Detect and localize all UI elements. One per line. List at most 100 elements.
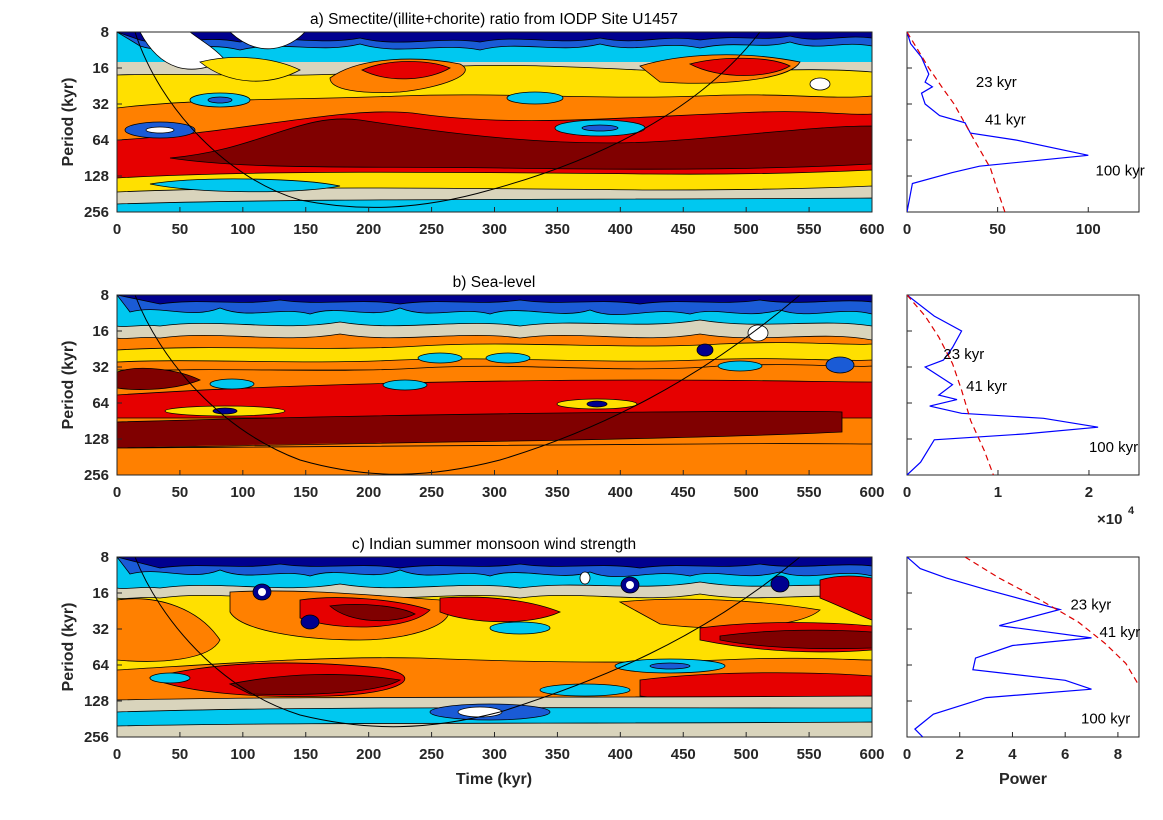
- panel-b-ylabel: Period (kyr): [60, 341, 77, 430]
- wavelet-c-xtick-label: 0: [113, 746, 121, 763]
- power-a-red-noise-line: [907, 32, 1006, 212]
- power-c-xtick-label: 4: [1008, 746, 1017, 763]
- panel-a-title: a) Smectite/(illite+chorite) ratio from …: [310, 11, 678, 28]
- x-axis-label: Time (kyr): [456, 771, 532, 788]
- panel-c-ylabel: Period (kyr): [60, 603, 77, 692]
- power-c-spectrum-line: [907, 557, 1092, 737]
- wavelet-c-xtick-label: 600: [859, 746, 884, 763]
- wavelet-c-ytick-label: 64: [92, 657, 109, 674]
- wavelet-c-xtick-label: 50: [172, 746, 189, 763]
- power-b-red-noise-line: [907, 295, 994, 475]
- wavelet-c-xtick-label: 300: [482, 746, 507, 763]
- power-b-xtick-label: 0: [903, 484, 911, 501]
- wavelet-a-xtick-label: 400: [608, 221, 633, 238]
- wavelet-b-xtick-label: 0: [113, 484, 121, 501]
- power-a-peak-label: 41 kyr: [985, 111, 1026, 128]
- wavelet-b-ytick-label: 64: [92, 395, 109, 412]
- wavelet-c-ytick-label: 256: [84, 729, 109, 746]
- power-b-spectrum-line: [907, 295, 1099, 475]
- wavelet-a-contours: [117, 32, 872, 212]
- panel-c-title: c) Indian summer monsoon wind strength: [352, 536, 636, 553]
- power-b-xtick-label: 1: [994, 484, 1002, 501]
- wavelet-c-xtick-label: 100: [230, 746, 255, 763]
- wavelet-a-ytick-label: 128: [84, 168, 109, 185]
- wavelet-b-contours: [117, 295, 872, 475]
- wavelet-a-xtick-label: 100: [230, 221, 255, 238]
- wavelet-b-xtick-label: 300: [482, 484, 507, 501]
- wavelet-a-xtick-label: 550: [797, 221, 822, 238]
- power-a-xtick-label: 50: [989, 221, 1006, 238]
- power-b-peak-label: 41 kyr: [966, 378, 1007, 395]
- wavelet-c-xtick-label: 550: [797, 746, 822, 763]
- power-b-peak-label: 100 kyr: [1089, 439, 1138, 456]
- wavelet-a-ytick-label: 32: [92, 96, 109, 113]
- wavelet-b-xtick-label: 500: [734, 484, 759, 501]
- wavelet-a-xtick-label: 50: [172, 221, 189, 238]
- wavelet-b-xtick-label: 550: [797, 484, 822, 501]
- wavelet-c-xtick-label: 150: [293, 746, 318, 763]
- wavelet-c-xtick-label: 250: [419, 746, 444, 763]
- wavelet-a-ytick-label: 16: [92, 60, 109, 77]
- wavelet-a-xtick-label: 500: [734, 221, 759, 238]
- exponent-label: ×10: [1097, 511, 1122, 528]
- wavelet-a-xtick-label: 300: [482, 221, 507, 238]
- wavelet-a-xtick-label: 0: [113, 221, 121, 238]
- exponent-power: 4: [1128, 505, 1135, 517]
- wavelet-c-xtick-label: 400: [608, 746, 633, 763]
- wavelet-b-ytick-label: 8: [101, 287, 109, 304]
- wavelet-a-xtick-label: 350: [545, 221, 570, 238]
- wavelet-a-xtick-label: 200: [356, 221, 381, 238]
- power-c-xtick-label: 0: [903, 746, 911, 763]
- wavelet-a-xtick-label: 150: [293, 221, 318, 238]
- wavelet-b-ytick-label: 128: [84, 431, 109, 448]
- wavelet-b-xtick-label: 50: [172, 484, 189, 501]
- power-b-peak-label: 23 kyr: [943, 346, 984, 363]
- power-panel-a: [906, 31, 1140, 213]
- wavelet-b-xtick-label: 250: [419, 484, 444, 501]
- panel-b-title: b) Sea-level: [453, 274, 536, 291]
- power-axis-label: Power: [999, 771, 1047, 788]
- panel-a-ylabel: Period (kyr): [60, 78, 77, 167]
- wavelet-c-contours: [117, 557, 872, 737]
- wavelet-b-xtick-label: 350: [545, 484, 570, 501]
- wavelet-panel-b: b) Sea-level: [116, 274, 873, 476]
- wavelet-b-xtick-label: 600: [859, 484, 884, 501]
- wavelet-a-ytick-label: 64: [92, 132, 109, 149]
- wavelet-b-xtick-label: 100: [230, 484, 255, 501]
- wavelet-c-xtick-label: 350: [545, 746, 570, 763]
- wavelet-b-xtick-label: 200: [356, 484, 381, 501]
- power-a-xtick-label: 100: [1076, 221, 1101, 238]
- power-c-xtick-label: 6: [1061, 746, 1069, 763]
- wavelet-a-ytick-label: 256: [84, 204, 109, 221]
- wavelet-a-xtick-label: 450: [671, 221, 696, 238]
- power-c-xtick-label: 2: [956, 746, 964, 763]
- wavelet-c-xtick-label: 500: [734, 746, 759, 763]
- wavelet-c-ytick-label: 128: [84, 693, 109, 710]
- power-a-spectrum-line: [907, 32, 1089, 212]
- wavelet-c-ytick-label: 32: [92, 621, 109, 638]
- wavelet-b-ytick-label: 32: [92, 359, 109, 376]
- wavelet-panel-c: c) Indian summer monsoon wind strength: [116, 536, 873, 738]
- wavelet-b-xtick-label: 450: [671, 484, 696, 501]
- power-c-peak-label: 100 kyr: [1081, 711, 1130, 728]
- wavelet-c-ytick-label: 16: [92, 585, 109, 602]
- wavelet-a-xtick-label: 250: [419, 221, 444, 238]
- power-c-red-noise-line: [964, 557, 1139, 686]
- power-a-peak-label: 100 kyr: [1096, 162, 1145, 179]
- wavelet-b-xtick-label: 400: [608, 484, 633, 501]
- wavelet-b-xtick-label: 150: [293, 484, 318, 501]
- wavelet-panel-a: a) Smectite/(illite+chorite) ratio from …: [116, 11, 873, 213]
- power-a-peak-label: 23 kyr: [976, 74, 1017, 91]
- power-b-xtick-label: 2: [1085, 484, 1093, 501]
- power-panel-c: [906, 556, 1140, 738]
- wavelet-b-ytick-label: 16: [92, 323, 109, 340]
- power-c-peak-label: 41 kyr: [1099, 624, 1140, 641]
- power-c-xtick-label: 8: [1114, 746, 1122, 763]
- power-c-peak-label: 23 kyr: [1070, 597, 1111, 614]
- wavelet-c-xtick-label: 450: [671, 746, 696, 763]
- wavelet-b-ytick-label: 256: [84, 467, 109, 484]
- power-a-xtick-label: 0: [903, 221, 911, 238]
- wavelet-c-xtick-label: 200: [356, 746, 381, 763]
- wavelet-a-xtick-label: 600: [859, 221, 884, 238]
